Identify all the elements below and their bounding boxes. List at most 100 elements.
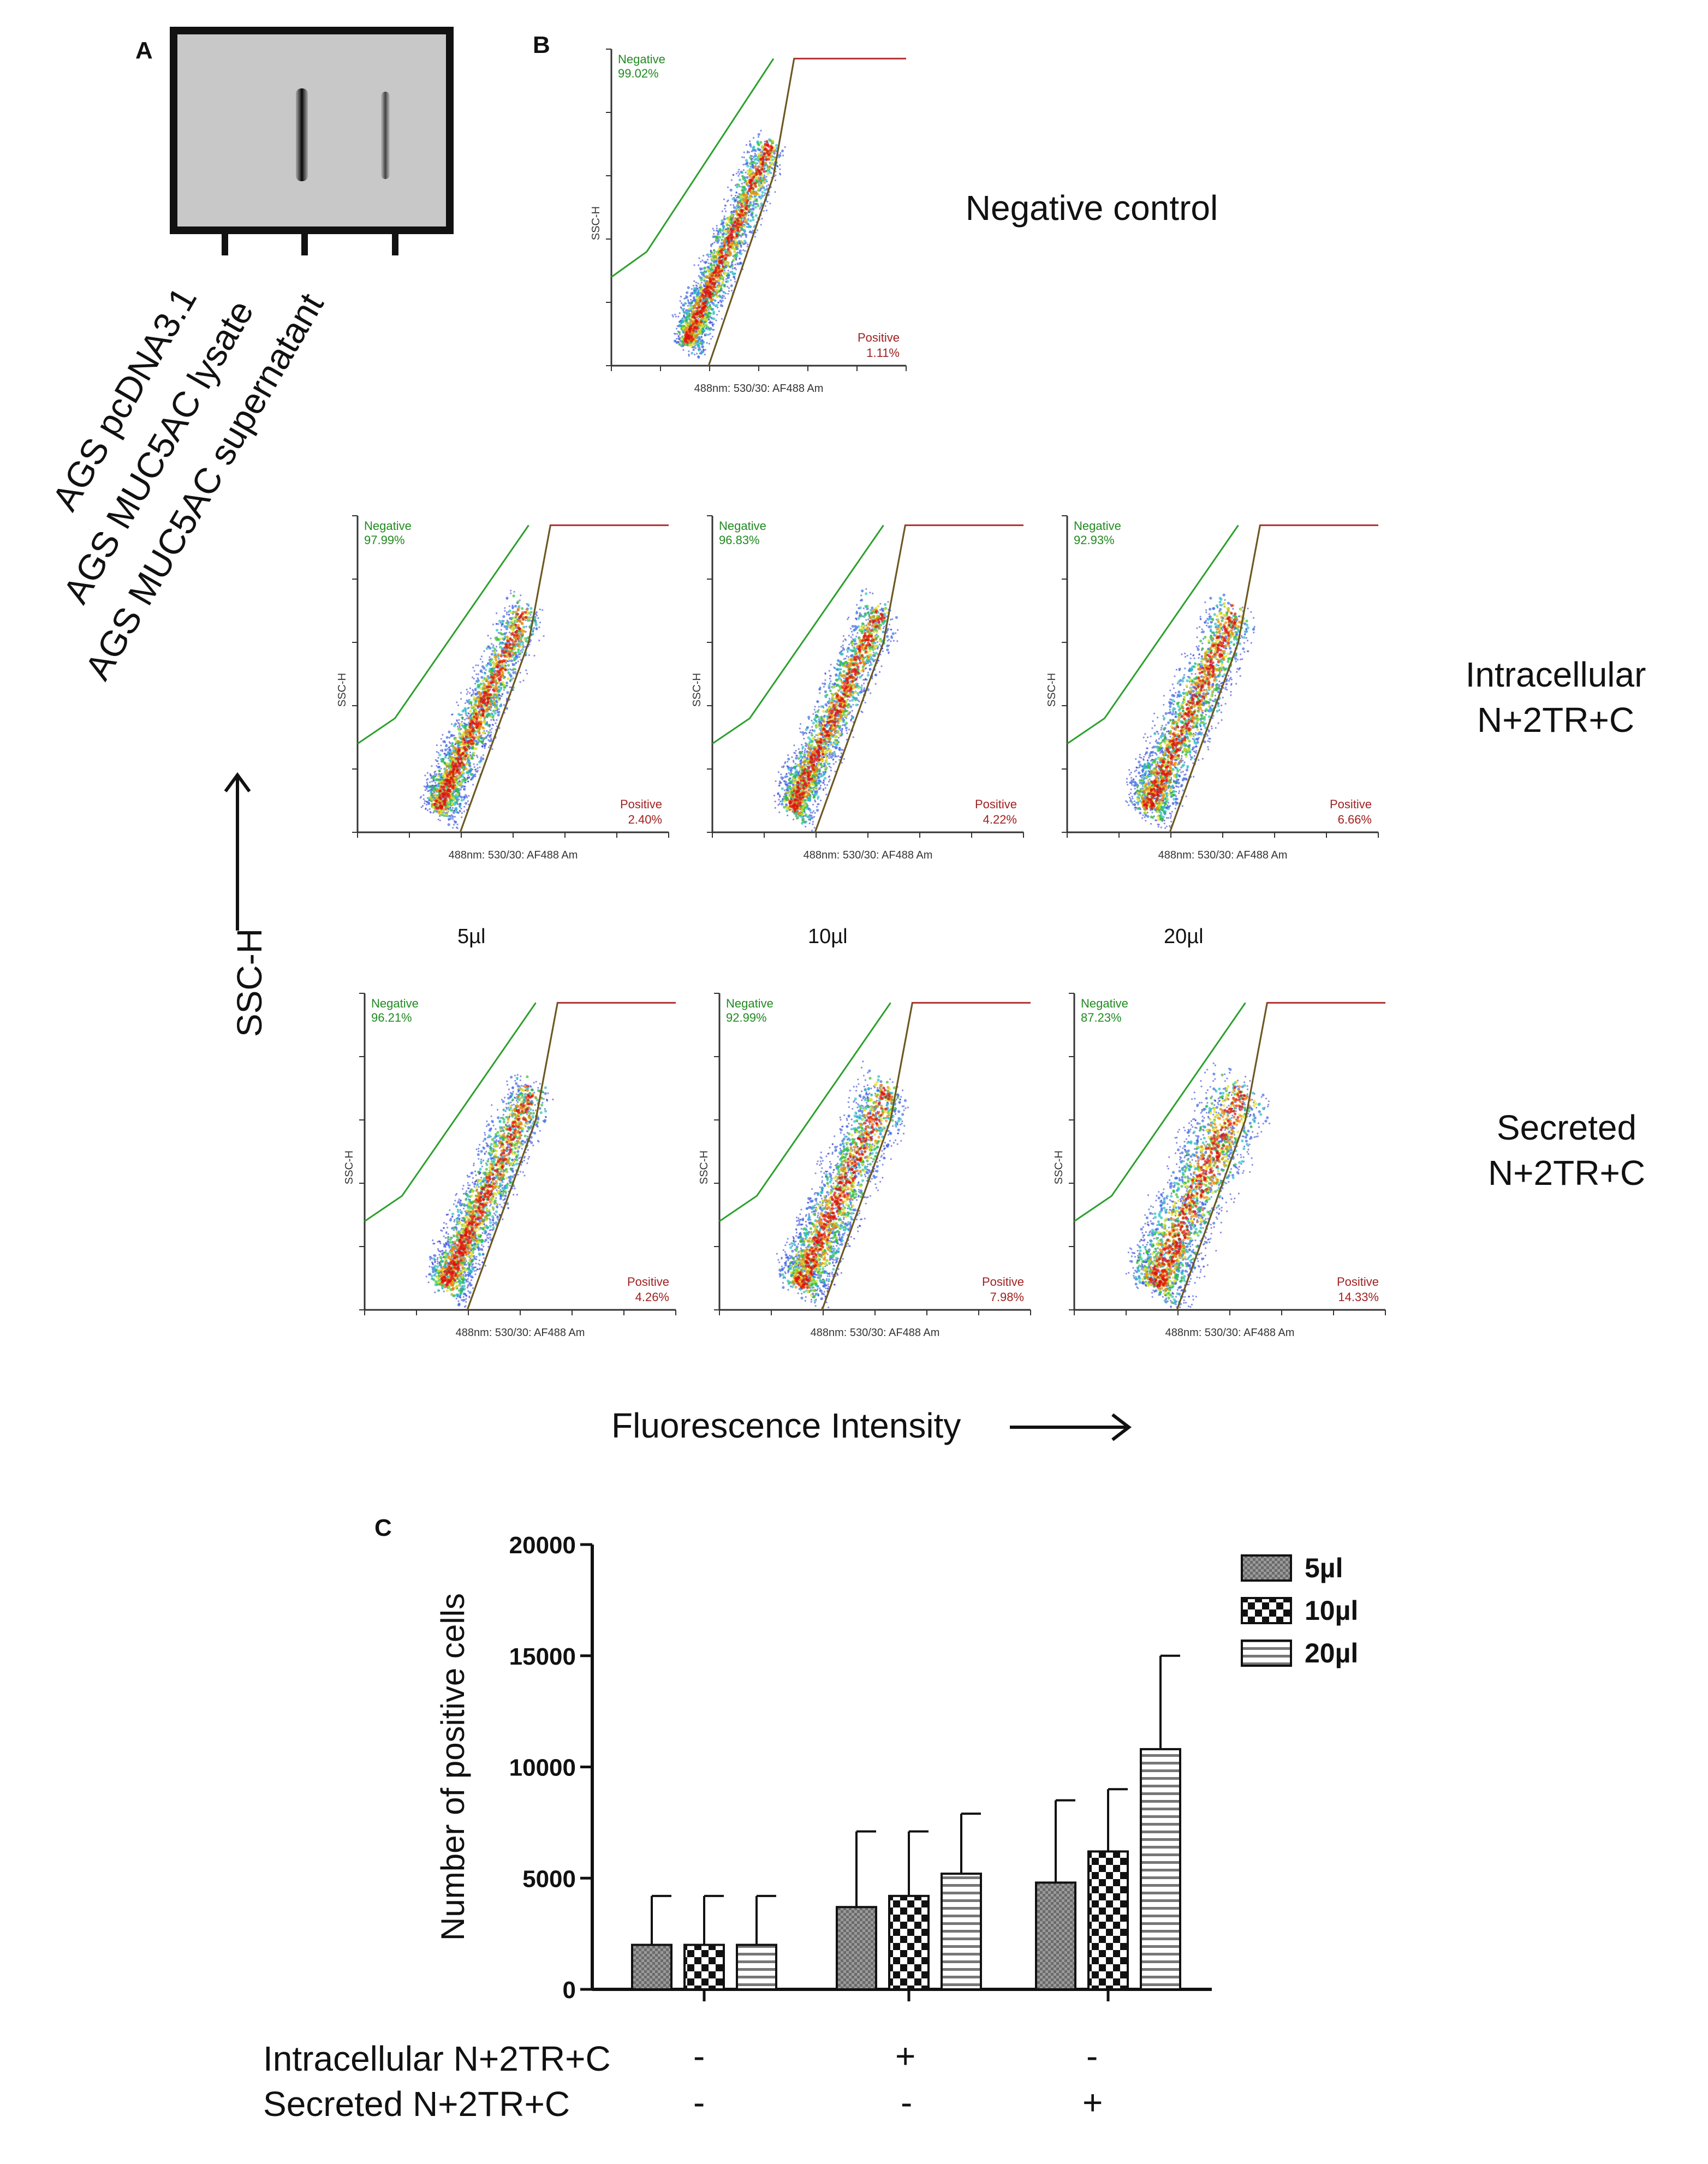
y-tick-label: 0	[563, 1977, 576, 2004]
flow-plot-negative-control: 488nm: 530/30: AF488 Am SSC-H Negative99.0…	[590, 49, 907, 395]
bar-0-1	[683, 1944, 725, 1990]
negative-gate	[364, 1002, 537, 1222]
flow-plot-secreted-10ul: 488nm: 530/30: AF488 Am SSC-H Negative92.9…	[698, 993, 1031, 1339]
negative-gate-label: Negative	[1081, 997, 1128, 1010]
bar-0-2	[736, 1944, 777, 1990]
y-tick-label: 5000	[522, 1865, 576, 1892]
bar-2-2	[1140, 1748, 1181, 1990]
x-axis-title: 488nm: 530/30: AF488 Am	[694, 383, 824, 395]
negative-gate-percent: 96.21%	[371, 1011, 412, 1024]
positive-gate-percent: 1.11%	[866, 346, 900, 360]
gate-boundary	[1169, 525, 1261, 833]
positive-gate-label: Positive	[975, 797, 1017, 811]
western-blot	[170, 27, 454, 255]
y-axis-title: SSC-H	[698, 1150, 710, 1184]
negative-gate	[1074, 1002, 1246, 1222]
sign-sec-group3: +	[1082, 2083, 1103, 2122]
gate-boundary	[821, 1003, 913, 1310]
legend-swatch-0	[1241, 1554, 1292, 1582]
positive-gate-percent: 4.26%	[635, 1290, 669, 1304]
scatter-density	[671, 129, 786, 359]
sign-sec-group2: -	[901, 2083, 913, 2122]
flow-plot-intracellular-10ul: 488nm: 530/30: AF488 Am SSC-H Negative96.8…	[691, 515, 1024, 861]
positive-gate	[707, 57, 906, 366]
x-axis-title: 488nm: 530/30: AF488 Am	[804, 849, 933, 861]
gate-boundary	[814, 525, 906, 833]
secreted-label: Secreted N+2TR+C	[1430, 1105, 1703, 1196]
flow-plot-secreted-5ul: 488nm: 530/30: AF488 Am SSC-H Negative96.2…	[343, 993, 676, 1339]
negative-gate-label: Negative	[364, 519, 412, 533]
positive-gate-label: Positive	[627, 1275, 669, 1289]
positive-gate-label: Positive	[620, 797, 662, 811]
negative-gate-label: Negative	[371, 997, 419, 1010]
bar-2-0	[1035, 1881, 1076, 1991]
scatter-density	[419, 589, 545, 830]
negative-gate	[357, 524, 529, 744]
condition-row-secreted-label: Secreted N+2TR+C	[263, 2084, 570, 2124]
intracellular-label-line1: Intracellular	[1465, 655, 1646, 694]
sign-sec-group1: -	[693, 2083, 705, 2122]
ssc-axis-label: SSC-H	[230, 928, 269, 1037]
positive-gate-label: Positive	[858, 331, 900, 344]
scatter-density	[773, 588, 899, 832]
y-axis-title: Number of positive cells	[435, 1593, 471, 1941]
bar-2-1	[1087, 1850, 1129, 1990]
x-axis-title: 488nm: 530/30: AF488 Am	[1165, 1327, 1295, 1339]
fluorescence-axis-label: Fluorescence Intensity	[611, 1406, 961, 1445]
panel-b-letter: B	[533, 32, 550, 58]
volume-label-20ul: 20µl	[1164, 925, 1204, 948]
positive-gate-label: Positive	[1330, 797, 1372, 811]
negative-gate-label: Negative	[719, 519, 766, 533]
volume-label-10ul: 10µl	[808, 925, 848, 948]
negative-gate-label: Negative	[726, 997, 773, 1010]
legend-label-2: 20µl	[1305, 1638, 1358, 1668]
flow-plot-secreted-20ul: 488nm: 530/30: AF488 Am SSC-H Negative87.2…	[1053, 993, 1386, 1339]
blot-frame	[170, 27, 454, 234]
legend-label-1: 10µl	[1305, 1595, 1358, 1626]
bar-0-0	[631, 1944, 673, 1990]
y-tick-label: 15000	[509, 1643, 576, 1670]
positive-gate-label: Positive	[1337, 1275, 1379, 1289]
sign-intra-group2: +	[895, 2036, 916, 2076]
negative-gate-percent: 92.99%	[726, 1011, 767, 1024]
y-axis-title: SSC-H	[590, 206, 602, 240]
sign-intra-group3: -	[1086, 2036, 1098, 2076]
positive-gate-percent: 2.40%	[628, 813, 662, 826]
y-axis-title: SSC-H	[336, 673, 348, 707]
gate-boundary	[707, 58, 795, 366]
y-tick-label: 20000	[509, 1532, 576, 1559]
fluorescence-right-arrow	[1010, 1413, 1132, 1441]
condition-row-intracellular-label: Intracellular N+2TR+C	[263, 2039, 611, 2078]
bar-chart: 0 5000 10000 15000 20000 Number of positive c…	[435, 1532, 1358, 2004]
scatter-density	[1125, 593, 1255, 829]
secreted-label-line2: N+2TR+C	[1487, 1153, 1646, 1193]
negative-gate	[719, 1002, 891, 1222]
secreted-label-line1: Secreted	[1496, 1108, 1637, 1147]
sign-intra-group1: -	[693, 2036, 705, 2076]
y-axis-title: SSC-H	[1053, 1150, 1065, 1184]
x-axis-title: 488nm: 530/30: AF488 Am	[456, 1327, 585, 1339]
negative-gate-percent: 92.93%	[1074, 533, 1115, 547]
scatter-density	[425, 1074, 554, 1308]
x-axis-title: 488nm: 530/30: AF488 Am	[1158, 849, 1288, 861]
gate-boundary	[466, 1003, 558, 1310]
positive-gate-percent: 14.33%	[1338, 1290, 1379, 1304]
scatter-density	[776, 1060, 909, 1309]
legend-label-0: 5µl	[1305, 1553, 1343, 1583]
band-supernatant	[381, 92, 390, 179]
y-axis-title: SSC-H	[1046, 673, 1058, 707]
y-tick-label: 10000	[509, 1755, 576, 1781]
legend-swatch-1	[1241, 1597, 1292, 1624]
gate-boundary	[1176, 1003, 1268, 1310]
panel-c-letter: C	[374, 1515, 392, 1541]
bar-1-1	[888, 1894, 930, 1990]
negative-gate	[1067, 524, 1239, 744]
negative-gate-percent: 99.02%	[618, 67, 659, 80]
intracellular-label: Intracellular N+2TR+C	[1408, 652, 1703, 743]
positive-gate-label: Positive	[982, 1275, 1024, 1289]
negative-gate	[611, 58, 775, 278]
ssc-up-arrow	[224, 772, 251, 931]
positive-gate-percent: 4.22%	[983, 813, 1017, 826]
negative-control-label: Negative control	[965, 188, 1218, 228]
positive-gate-percent: 6.66%	[1338, 813, 1372, 826]
